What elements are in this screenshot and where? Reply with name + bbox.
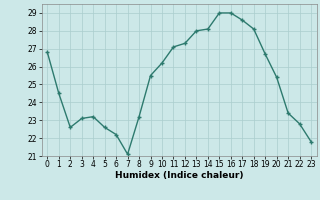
X-axis label: Humidex (Indice chaleur): Humidex (Indice chaleur) [115, 171, 244, 180]
